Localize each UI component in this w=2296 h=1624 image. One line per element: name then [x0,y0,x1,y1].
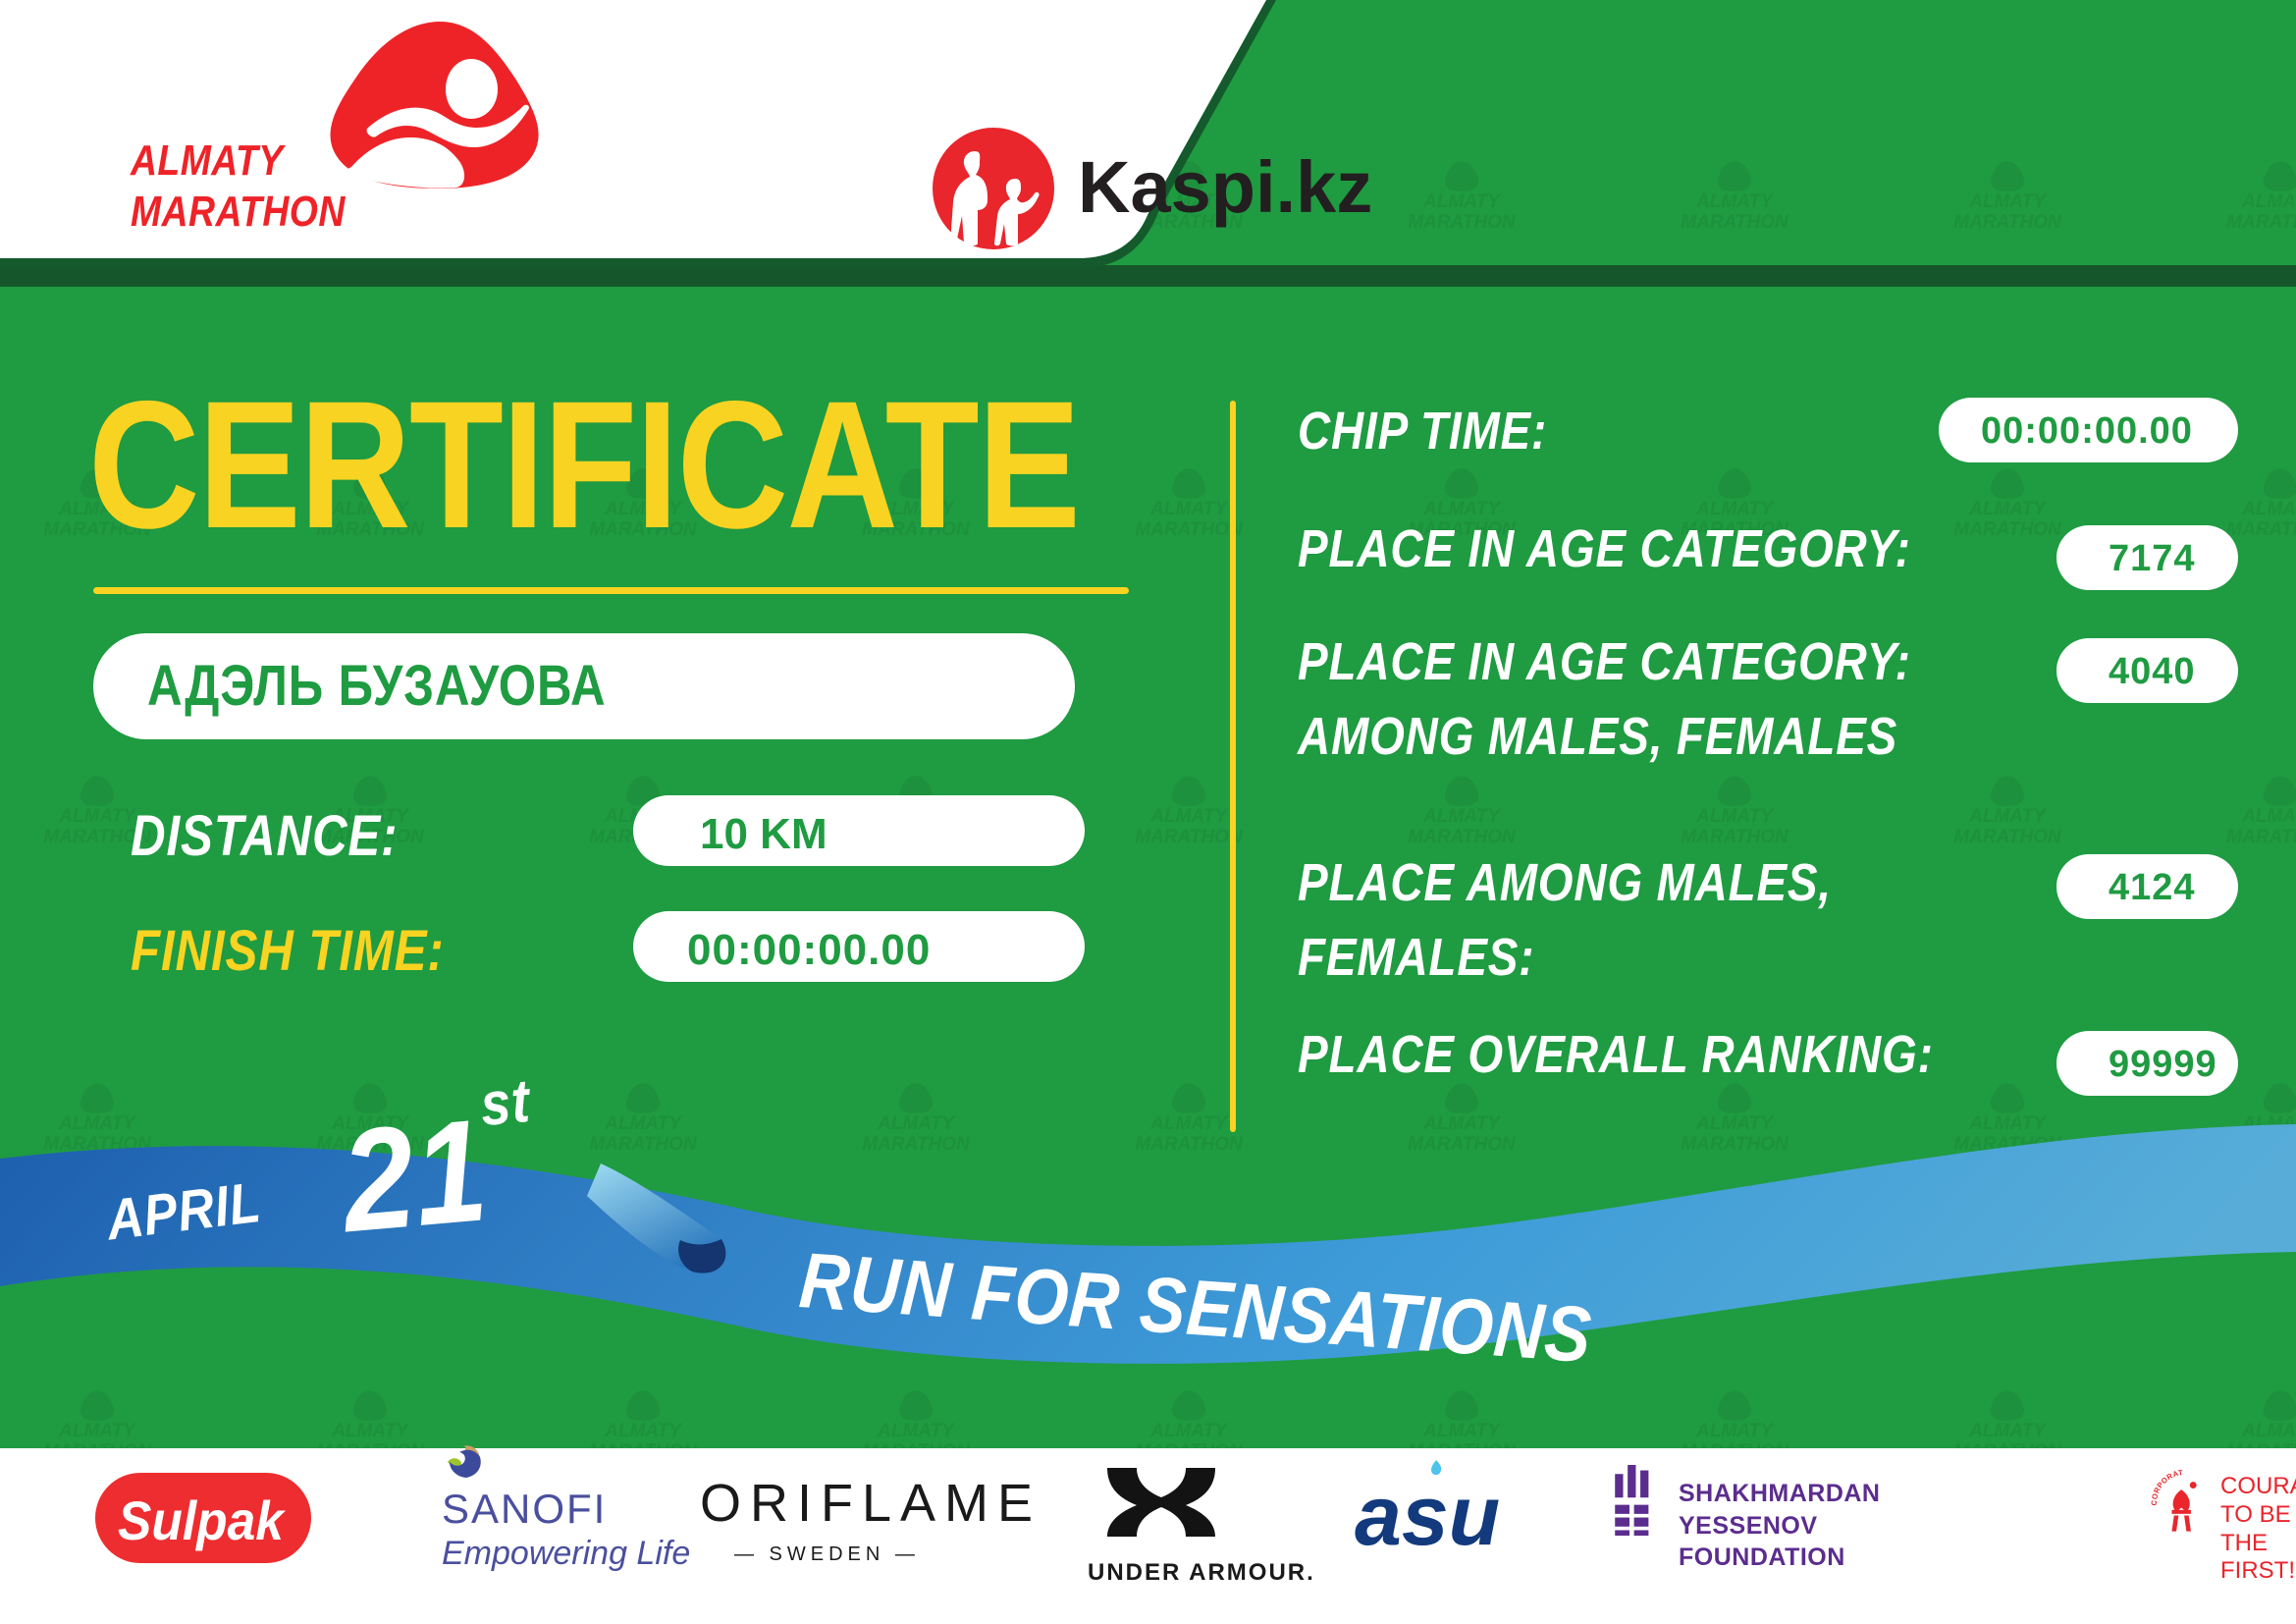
svg-text:CORPORATE FUND: CORPORATE FUND [2150,1468,2184,1506]
